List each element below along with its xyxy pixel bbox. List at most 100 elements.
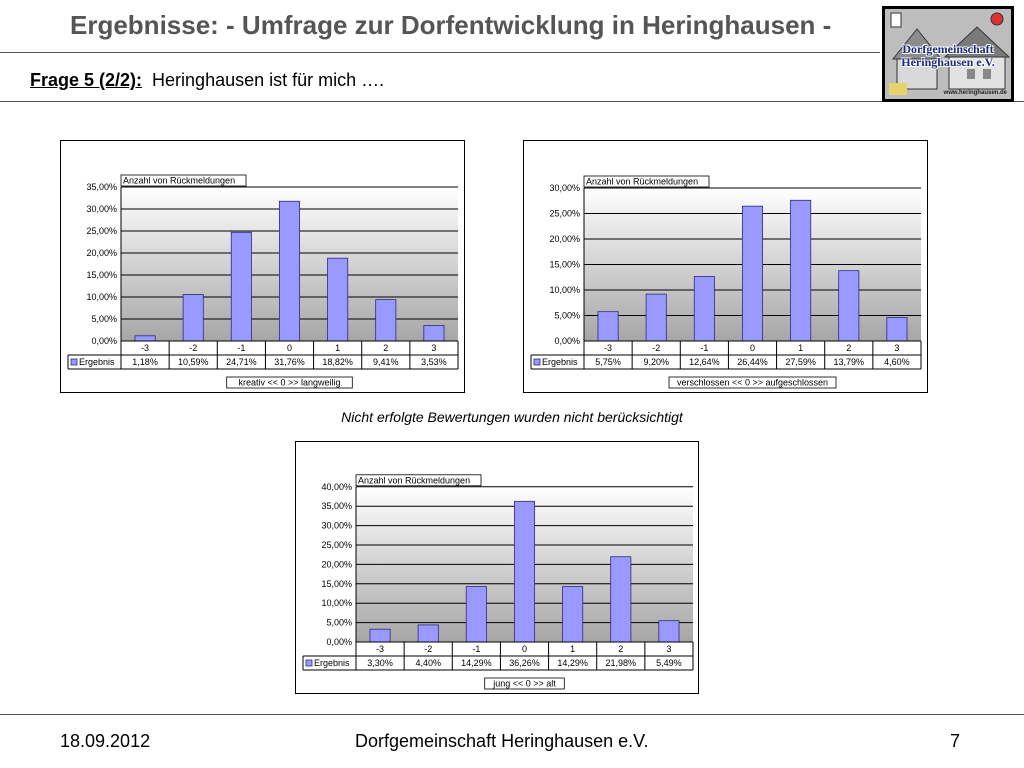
data-label: 9,41% [373, 357, 399, 367]
legend-entry: Ergebnis [542, 357, 578, 367]
legend-entry: Ergebnis [79, 357, 115, 367]
y-tick-label: 35,00% [321, 501, 352, 511]
question-text: Heringhausen ist für mich …. [152, 70, 385, 90]
legend-swatch [533, 358, 541, 366]
chart-title: Anzahl von Rückmeldungen [358, 475, 470, 485]
data-label: 31,76% [274, 357, 305, 367]
y-tick-label: 30,00% [321, 521, 352, 531]
footer-divider [0, 714, 1024, 715]
y-tick-label: 5,00% [91, 314, 117, 324]
bar [134, 335, 156, 342]
x-tick-label: 1 [798, 343, 803, 353]
data-label: 3,30% [367, 658, 393, 668]
y-tick-label: 20,00% [549, 234, 580, 244]
question-label: Frage 5 (2/2): [30, 70, 143, 90]
data-label: 12,64% [689, 357, 720, 367]
bar [838, 270, 860, 342]
chart-title-box [120, 174, 247, 187]
chart-verschlossen-aufgeschlossen-svg: 0,00% 5,00% 10,00% 15,00% 20,00% 25,00% 30,00%… [530, 175, 922, 389]
logo-house-drawing [885, 9, 1011, 99]
bar [562, 586, 584, 643]
bar [327, 257, 349, 342]
bar [513, 500, 536, 643]
y-tick-label: 0,00% [91, 336, 117, 346]
x-tick-label: 3 [894, 343, 899, 353]
bar [423, 325, 445, 342]
bar [790, 199, 812, 342]
bar [375, 299, 397, 342]
bar [645, 293, 667, 342]
chart-title: Anzahl von Rückmeldungen [123, 176, 235, 186]
y-tick-label: 10,00% [321, 598, 352, 608]
bar [278, 200, 301, 342]
x-tick-label: -2 [189, 343, 197, 353]
bar [417, 624, 439, 643]
x-tick-label: 2 [618, 644, 623, 654]
x-axis-title-box [668, 376, 837, 389]
chart-title: Anzahl von Rückmeldungen [586, 177, 698, 187]
bar [230, 231, 252, 342]
y-tick-label: 0,00% [326, 637, 352, 647]
x-tick-label: 0 [750, 343, 755, 353]
chart-kreativ-langweilig: 0,00% 5,00% 10,00% 15,00% 20,00% 25,00% 30,00%… [60, 140, 465, 393]
y-tick-label: 10,00% [549, 285, 580, 295]
x-tick-label: 1 [570, 644, 575, 654]
chart-title-box [583, 175, 710, 188]
data-label: 3,53% [421, 357, 447, 367]
y-tick-label: 30,00% [549, 183, 580, 193]
x-axis-title-box [226, 376, 353, 389]
footer-page-number: 7 [950, 731, 961, 751]
y-tick-label: 5,00% [554, 311, 580, 321]
x-tick-label: -1 [700, 343, 708, 353]
x-axis-title: verschlossen << 0 >> aufgeschlossen [677, 378, 828, 388]
data-label: 10,59% [178, 357, 209, 367]
bar [597, 311, 619, 342]
bar [886, 317, 908, 342]
footnote: Nicht erfolgte Bewertungen wurden nicht … [341, 409, 683, 425]
x-tick-label: 3 [666, 644, 671, 654]
data-label: 27,59% [785, 357, 816, 367]
bar [465, 586, 487, 643]
x-tick-label: -3 [376, 644, 384, 654]
logo-url: www.heringhausen.de [943, 90, 1007, 96]
x-axis-title: kreativ << 0 >> langweilig [238, 378, 340, 388]
y-tick-label: 30,00% [86, 204, 117, 214]
y-tick-label: 40,00% [321, 482, 352, 492]
x-tick-label: 2 [383, 343, 388, 353]
y-tick-label: 5,00% [326, 618, 352, 628]
chart-title-box [355, 474, 482, 487]
bar [610, 556, 632, 643]
x-tick-label: -3 [604, 343, 612, 353]
data-label: 36,26% [509, 658, 540, 668]
data-label: 14,29% [461, 658, 492, 668]
y-tick-label: 25,00% [549, 209, 580, 219]
x-tick-label: -3 [141, 343, 149, 353]
y-tick-label: 25,00% [321, 540, 352, 550]
y-tick-label: 35,00% [86, 182, 117, 192]
legend-swatch [70, 358, 78, 366]
logo-text: Dorfgemeinschaft Heringhausen e.V. [901, 42, 995, 69]
x-tick-label: -1 [237, 343, 245, 353]
x-axis-title: jung << 0 >> alt [492, 679, 556, 689]
x-tick-label: -2 [652, 343, 660, 353]
data-label: 4,40% [415, 658, 441, 668]
data-label: 14,29% [557, 658, 588, 668]
y-tick-label: 15,00% [321, 579, 352, 589]
bar [693, 276, 715, 342]
x-tick-label: 1 [335, 343, 340, 353]
data-label: 5,49% [656, 658, 682, 668]
x-tick-label: 0 [522, 644, 527, 654]
club-logo: Dorfgemeinschaft Heringhausen e.V. www.h… [882, 6, 1014, 102]
data-label: 4,60% [884, 357, 910, 367]
subtitle-divider [0, 101, 1024, 102]
page-title: Ergebnisse: - Umfrage zur Dorfentwicklun… [70, 10, 832, 40]
footer-organization: Dorfgemeinschaft Heringhausen e.V. [355, 731, 649, 751]
bar [369, 628, 391, 643]
x-tick-label: -1 [472, 644, 480, 654]
footer-date: 18.09.2012 [60, 731, 151, 751]
y-tick-label: 0,00% [554, 336, 580, 346]
data-label: 1,18% [132, 357, 158, 367]
data-label: 18,82% [322, 357, 353, 367]
data-label: 5,75% [595, 357, 621, 367]
question-heading: Frage 5 (2/2): Heringhausen ist für mich … [30, 70, 384, 91]
